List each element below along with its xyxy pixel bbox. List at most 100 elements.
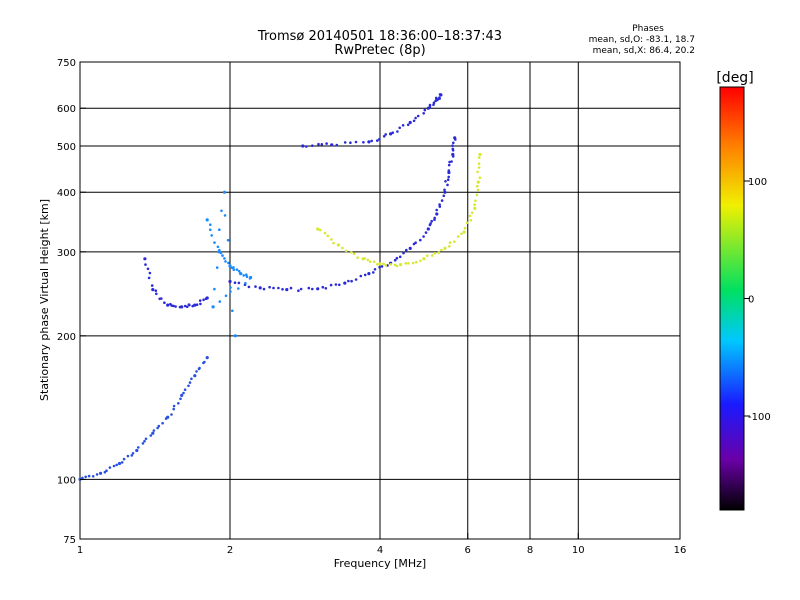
data-point [451, 152, 455, 157]
trace-dot [338, 283, 341, 287]
trace-dot [382, 262, 385, 266]
data-point [367, 140, 371, 144]
trace-dot [219, 251, 223, 255]
trace-dot [141, 442, 145, 445]
trace-dot [334, 283, 338, 286]
trace-dot [343, 141, 347, 144]
trace-dot [144, 263, 147, 266]
trace-dot [335, 143, 339, 147]
data-point [228, 279, 232, 284]
trace-dot [108, 466, 112, 469]
trace-dot [147, 276, 151, 280]
trace-dot [476, 184, 479, 188]
trace-dot [419, 238, 422, 242]
x-tick-label: 4 [377, 545, 383, 556]
data-point [422, 257, 426, 261]
trace-dot [433, 252, 437, 255]
trace-dot [475, 193, 479, 197]
x-tick-label: 16 [674, 545, 687, 556]
trace-dot [422, 112, 426, 115]
data-point [462, 230, 466, 234]
trace-dot [326, 234, 330, 238]
trace-dot [87, 474, 91, 478]
data-point [285, 288, 289, 292]
trace-dot [209, 223, 212, 226]
trace-dot [422, 235, 425, 238]
trace-dot [224, 294, 228, 298]
data-point [426, 227, 430, 231]
x-tick-label: 8 [527, 545, 533, 556]
trace-dot [432, 101, 436, 104]
trace-dot [183, 388, 187, 392]
trace-dot [232, 268, 236, 272]
trace-dot [183, 304, 187, 308]
trace-dot [156, 426, 159, 430]
trace-dot [143, 439, 146, 443]
trace-dot [154, 289, 158, 293]
trace-dot [395, 264, 399, 268]
trace-dot [428, 103, 432, 107]
y-axis-label: Stationary phase Virtual Height [km] [38, 199, 51, 401]
trace-dot [172, 404, 176, 408]
trace-dot [407, 262, 410, 265]
trace-dot [213, 241, 216, 244]
data-point [389, 132, 393, 136]
trace-dot [218, 300, 222, 303]
trace-dot [376, 263, 379, 266]
trace-dot [354, 278, 358, 281]
stats-line-o: mean, sd,O: -83.1, 18.7 [589, 35, 695, 45]
colorbar-ticks: -100 0 100 [744, 177, 771, 423]
data-point [378, 262, 382, 266]
data-point [143, 257, 147, 261]
trace-dot [349, 141, 352, 144]
trace-dot [380, 265, 384, 268]
trace-dot [155, 292, 158, 296]
trace-dot [438, 96, 441, 99]
trace-dot [177, 402, 180, 405]
trace-dot [398, 126, 402, 130]
series-f-trace-ordinary [228, 136, 457, 293]
trace-dot [307, 286, 311, 290]
trace-dot [382, 135, 386, 138]
data-point [316, 287, 320, 291]
trace-dot [198, 366, 201, 370]
trace-dot [131, 452, 135, 455]
trace-dot [321, 285, 325, 289]
series-spread-f [205, 190, 253, 338]
trace-dot [451, 144, 454, 147]
trace-dot [389, 263, 393, 266]
trace-dot [477, 156, 481, 159]
trace-dot [216, 245, 220, 249]
trace-dot [318, 228, 322, 232]
trace-dot [188, 381, 192, 384]
trace-dot [202, 298, 205, 302]
x-ticks: 1 2 4 6 8 10 16 [77, 533, 687, 556]
trace-dot [224, 260, 227, 263]
trace-dot [478, 176, 482, 179]
trace-dot [370, 139, 374, 143]
trace-dot [356, 256, 360, 260]
data-point [258, 286, 262, 290]
trace-dot [254, 285, 257, 288]
x-axis-label: Frequency [MHz] [334, 557, 426, 570]
trace-dot [203, 360, 206, 364]
data-point [478, 152, 482, 157]
trace-dot [463, 226, 467, 230]
trace-dot [325, 142, 328, 145]
trace-dot [435, 208, 439, 212]
trace-dot [354, 140, 358, 144]
trace-dot [262, 287, 266, 291]
data-point [443, 246, 447, 250]
trace-dot [112, 464, 116, 468]
trace-dot [289, 286, 293, 290]
trace-dot [469, 219, 473, 222]
y-tick-label: 75 [63, 535, 76, 546]
data-point [151, 431, 155, 435]
trace-dot [174, 305, 177, 308]
trace-dot [362, 141, 365, 144]
trace-dot [245, 275, 249, 279]
series-multiple-echo-ordinary [301, 93, 443, 148]
trace-dot [414, 241, 417, 244]
trace-dot [446, 178, 450, 181]
data-point [193, 374, 197, 378]
